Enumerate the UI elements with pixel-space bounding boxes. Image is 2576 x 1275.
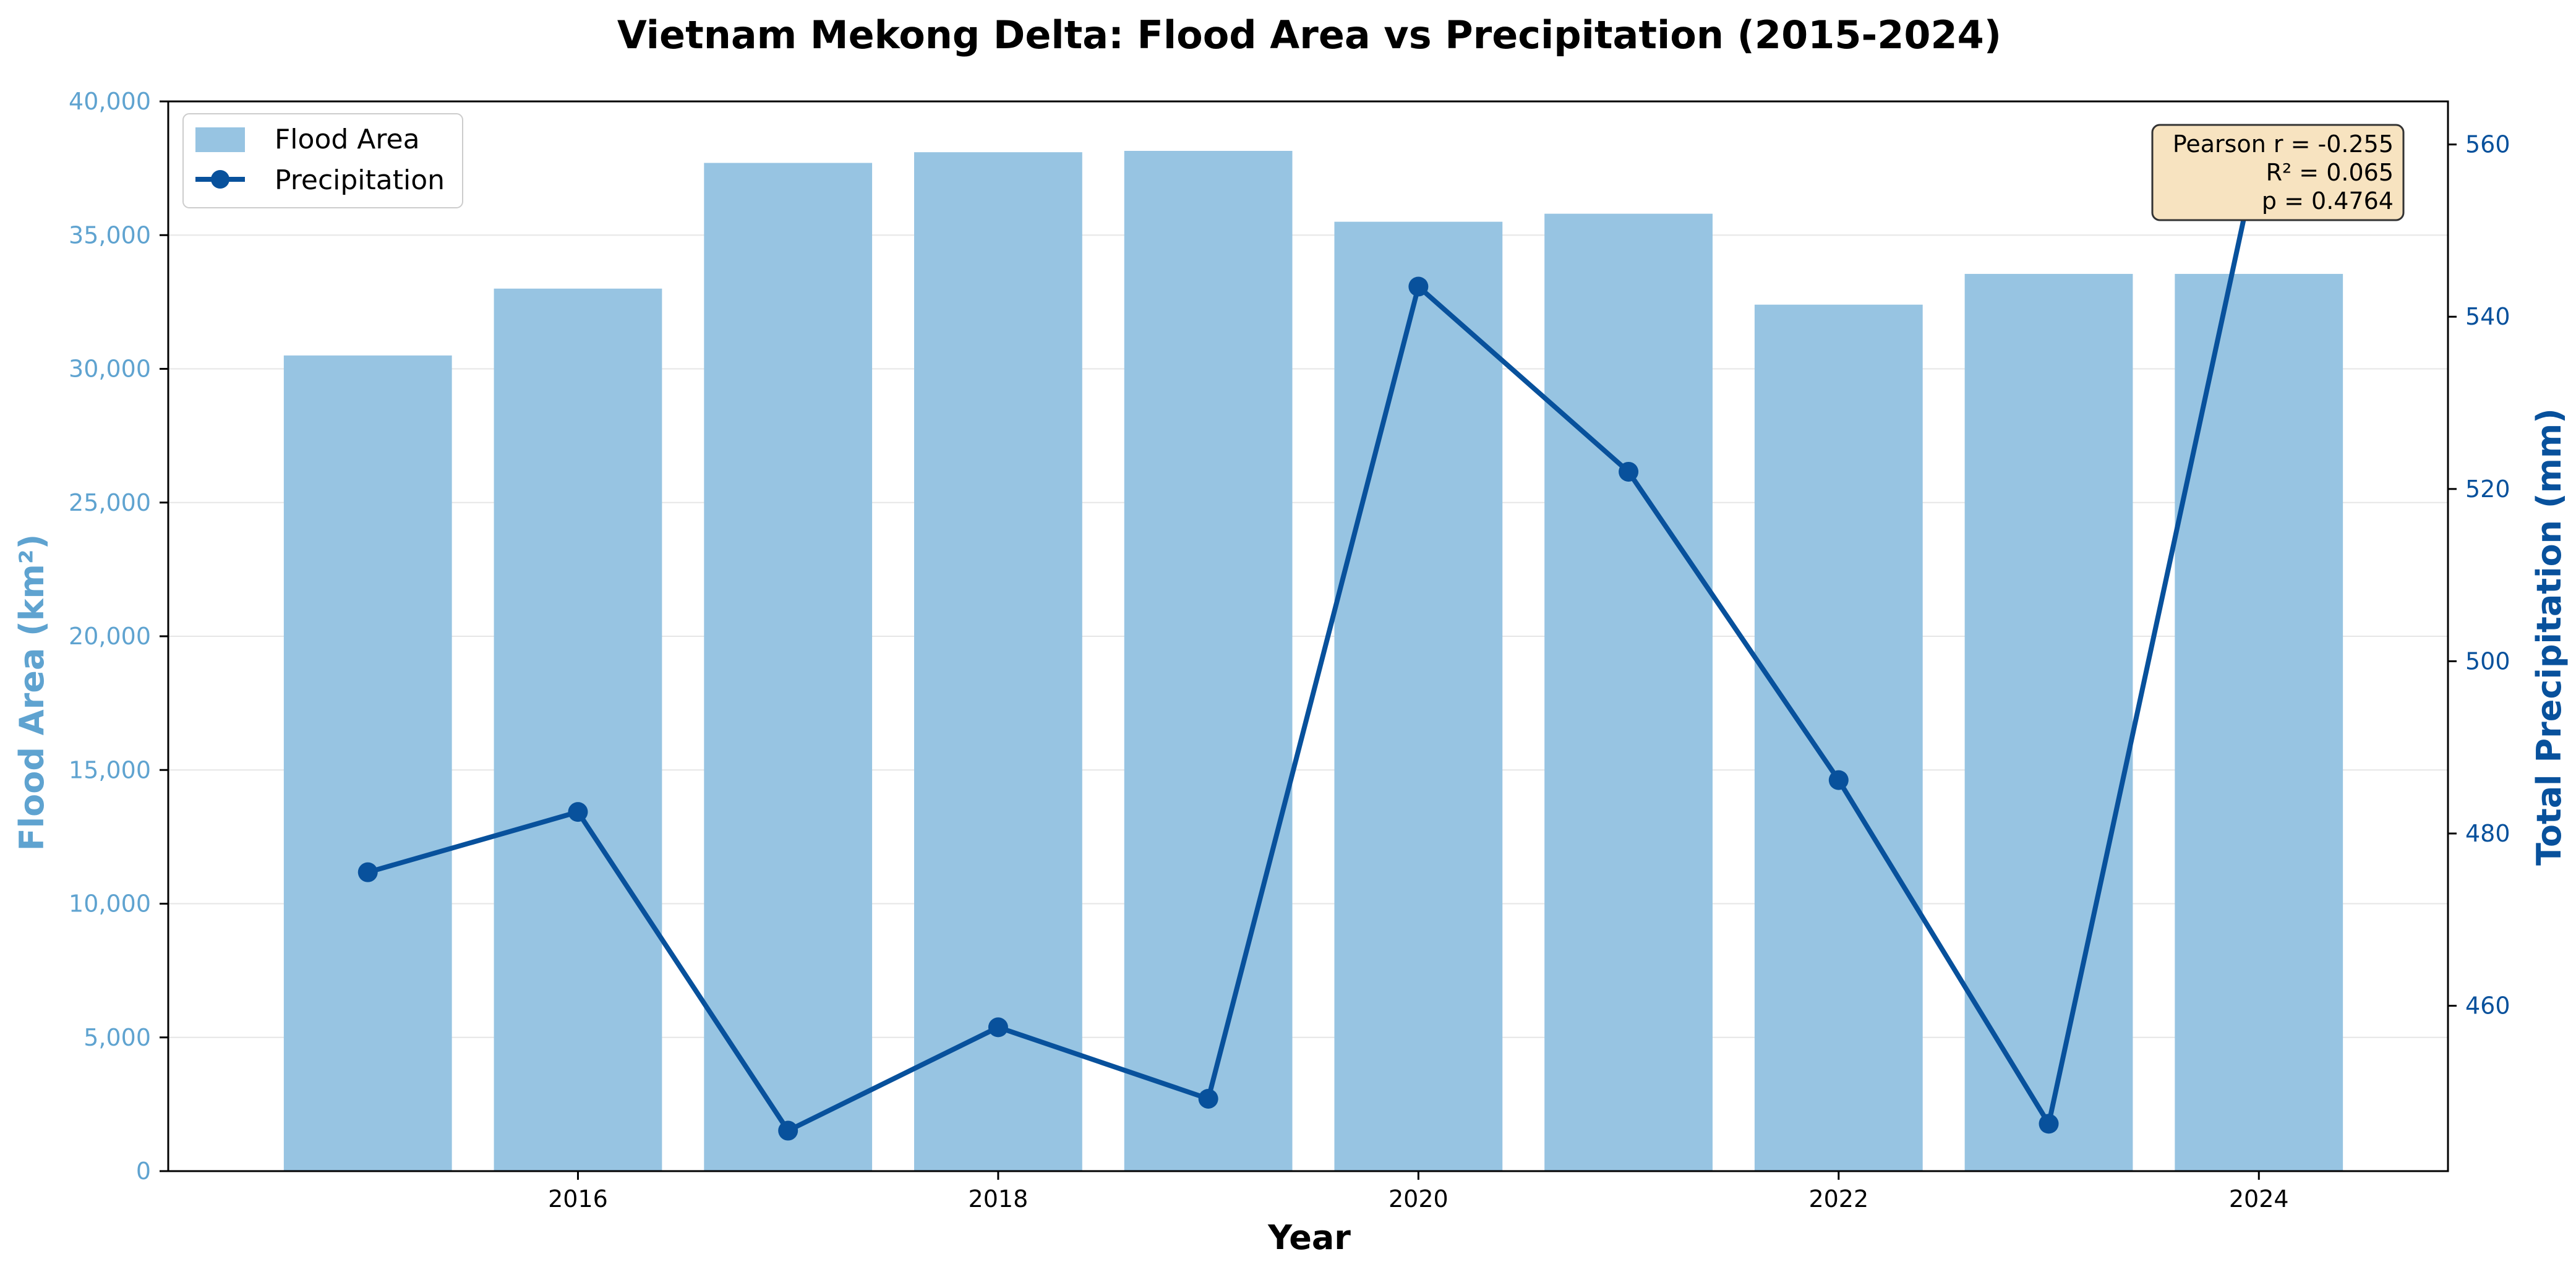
- y-left-tick-label: 15,000: [69, 756, 151, 783]
- point-precipitation-2019: [1198, 1088, 1218, 1109]
- stats-annotation: Pearson r = -0.255 R² = 0.065 p = 0.4764: [2151, 124, 2405, 221]
- y-left-tick-label: 20,000: [69, 623, 151, 650]
- point-precipitation-2018: [988, 1017, 1008, 1038]
- stats-r-squared: R² = 0.065: [2266, 159, 2394, 186]
- y-left-tick-label: 25,000: [69, 489, 151, 516]
- bar-series: [283, 151, 2343, 1172]
- y-axis-right: 460 480 500 520 540 560: [2448, 131, 2510, 1020]
- legend-bar-swatch: [195, 127, 245, 152]
- precipitation-line: [365, 146, 2262, 1133]
- bar-flood-area-2023: [1964, 273, 2133, 1171]
- legend: Flood Area Precipitation: [182, 113, 463, 208]
- point-precipitation-2017: [778, 1120, 798, 1141]
- y-left-tick-label: 5,000: [83, 1024, 151, 1051]
- bar-flood-area-2022: [1754, 304, 1923, 1172]
- y-left-tick-label: 0: [136, 1158, 151, 1185]
- stats-annotation-frame: [2151, 124, 2405, 221]
- y-left-tick-label: 30,000: [69, 356, 151, 383]
- legend-marker-swatch: [211, 170, 229, 189]
- legend-frame: [182, 113, 463, 208]
- y-axis-label-right: Total Precipitation (mm): [2530, 408, 2569, 866]
- point-precipitation-2015: [357, 862, 378, 882]
- stats-p-value: p = 0.4764: [2262, 187, 2394, 215]
- bar-flood-area-2016: [494, 288, 662, 1171]
- bar-flood-area-2019: [1124, 151, 1293, 1172]
- point-precipitation-2023: [2039, 1114, 2059, 1134]
- y-axis-label-left: Flood Area (km²): [12, 534, 51, 851]
- x-tick-label-2016: 2016: [548, 1185, 608, 1213]
- bar-flood-area-2024: [2175, 273, 2343, 1171]
- x-axis: 2016 2018 2020 2022 2024: [548, 1171, 2289, 1213]
- bar-flood-area-2015: [283, 355, 452, 1171]
- point-precipitation-2020: [1408, 276, 1429, 297]
- y-right-tick-label-540: 540: [2465, 303, 2510, 330]
- y-right-tick-label-560: 560: [2465, 131, 2510, 158]
- x-tick-label-2020: 2020: [1389, 1185, 1448, 1213]
- y-right-tick-label-460: 460: [2465, 992, 2510, 1020]
- y-right-tick-label-500: 500: [2465, 647, 2510, 675]
- stats-pearson: Pearson r = -0.255: [2173, 130, 2394, 158]
- y-left-tick-label: 35,000: [69, 221, 151, 249]
- x-tick-label-2024: 2024: [2229, 1185, 2289, 1213]
- legend-label-flood-area: Flood Area: [275, 124, 420, 155]
- point-precipitation-2021: [1619, 461, 1639, 482]
- y-left-tick-label: 40,000: [69, 88, 151, 115]
- y-left-tick-label: 10,000: [69, 890, 151, 918]
- line-series: [357, 139, 2269, 1141]
- point-precipitation-2016: [568, 802, 588, 822]
- bar-flood-area-2020: [1334, 221, 1503, 1171]
- x-tick-label-2018: 2018: [969, 1185, 1029, 1213]
- y-right-tick-label-520: 520: [2465, 475, 2510, 503]
- bar-flood-area-2017: [704, 163, 873, 1172]
- y-axis-left: 0 5,000 10,000 15,000 20,000 25,000 30,000 35,0…: [69, 88, 168, 1185]
- bar-flood-area-2018: [914, 152, 1082, 1171]
- x-axis-label: Year: [1267, 1218, 1351, 1257]
- chart-title: Vietnam Mekong Delta: Flood Area vs Prec…: [617, 12, 2001, 58]
- legend-label-precipitation: Precipitation: [275, 164, 445, 196]
- y-right-tick-label-480: 480: [2465, 820, 2510, 847]
- point-precipitation-2022: [1828, 770, 1849, 790]
- bar-flood-area-2021: [1544, 213, 1713, 1171]
- x-tick-label-2022: 2022: [1808, 1185, 1868, 1213]
